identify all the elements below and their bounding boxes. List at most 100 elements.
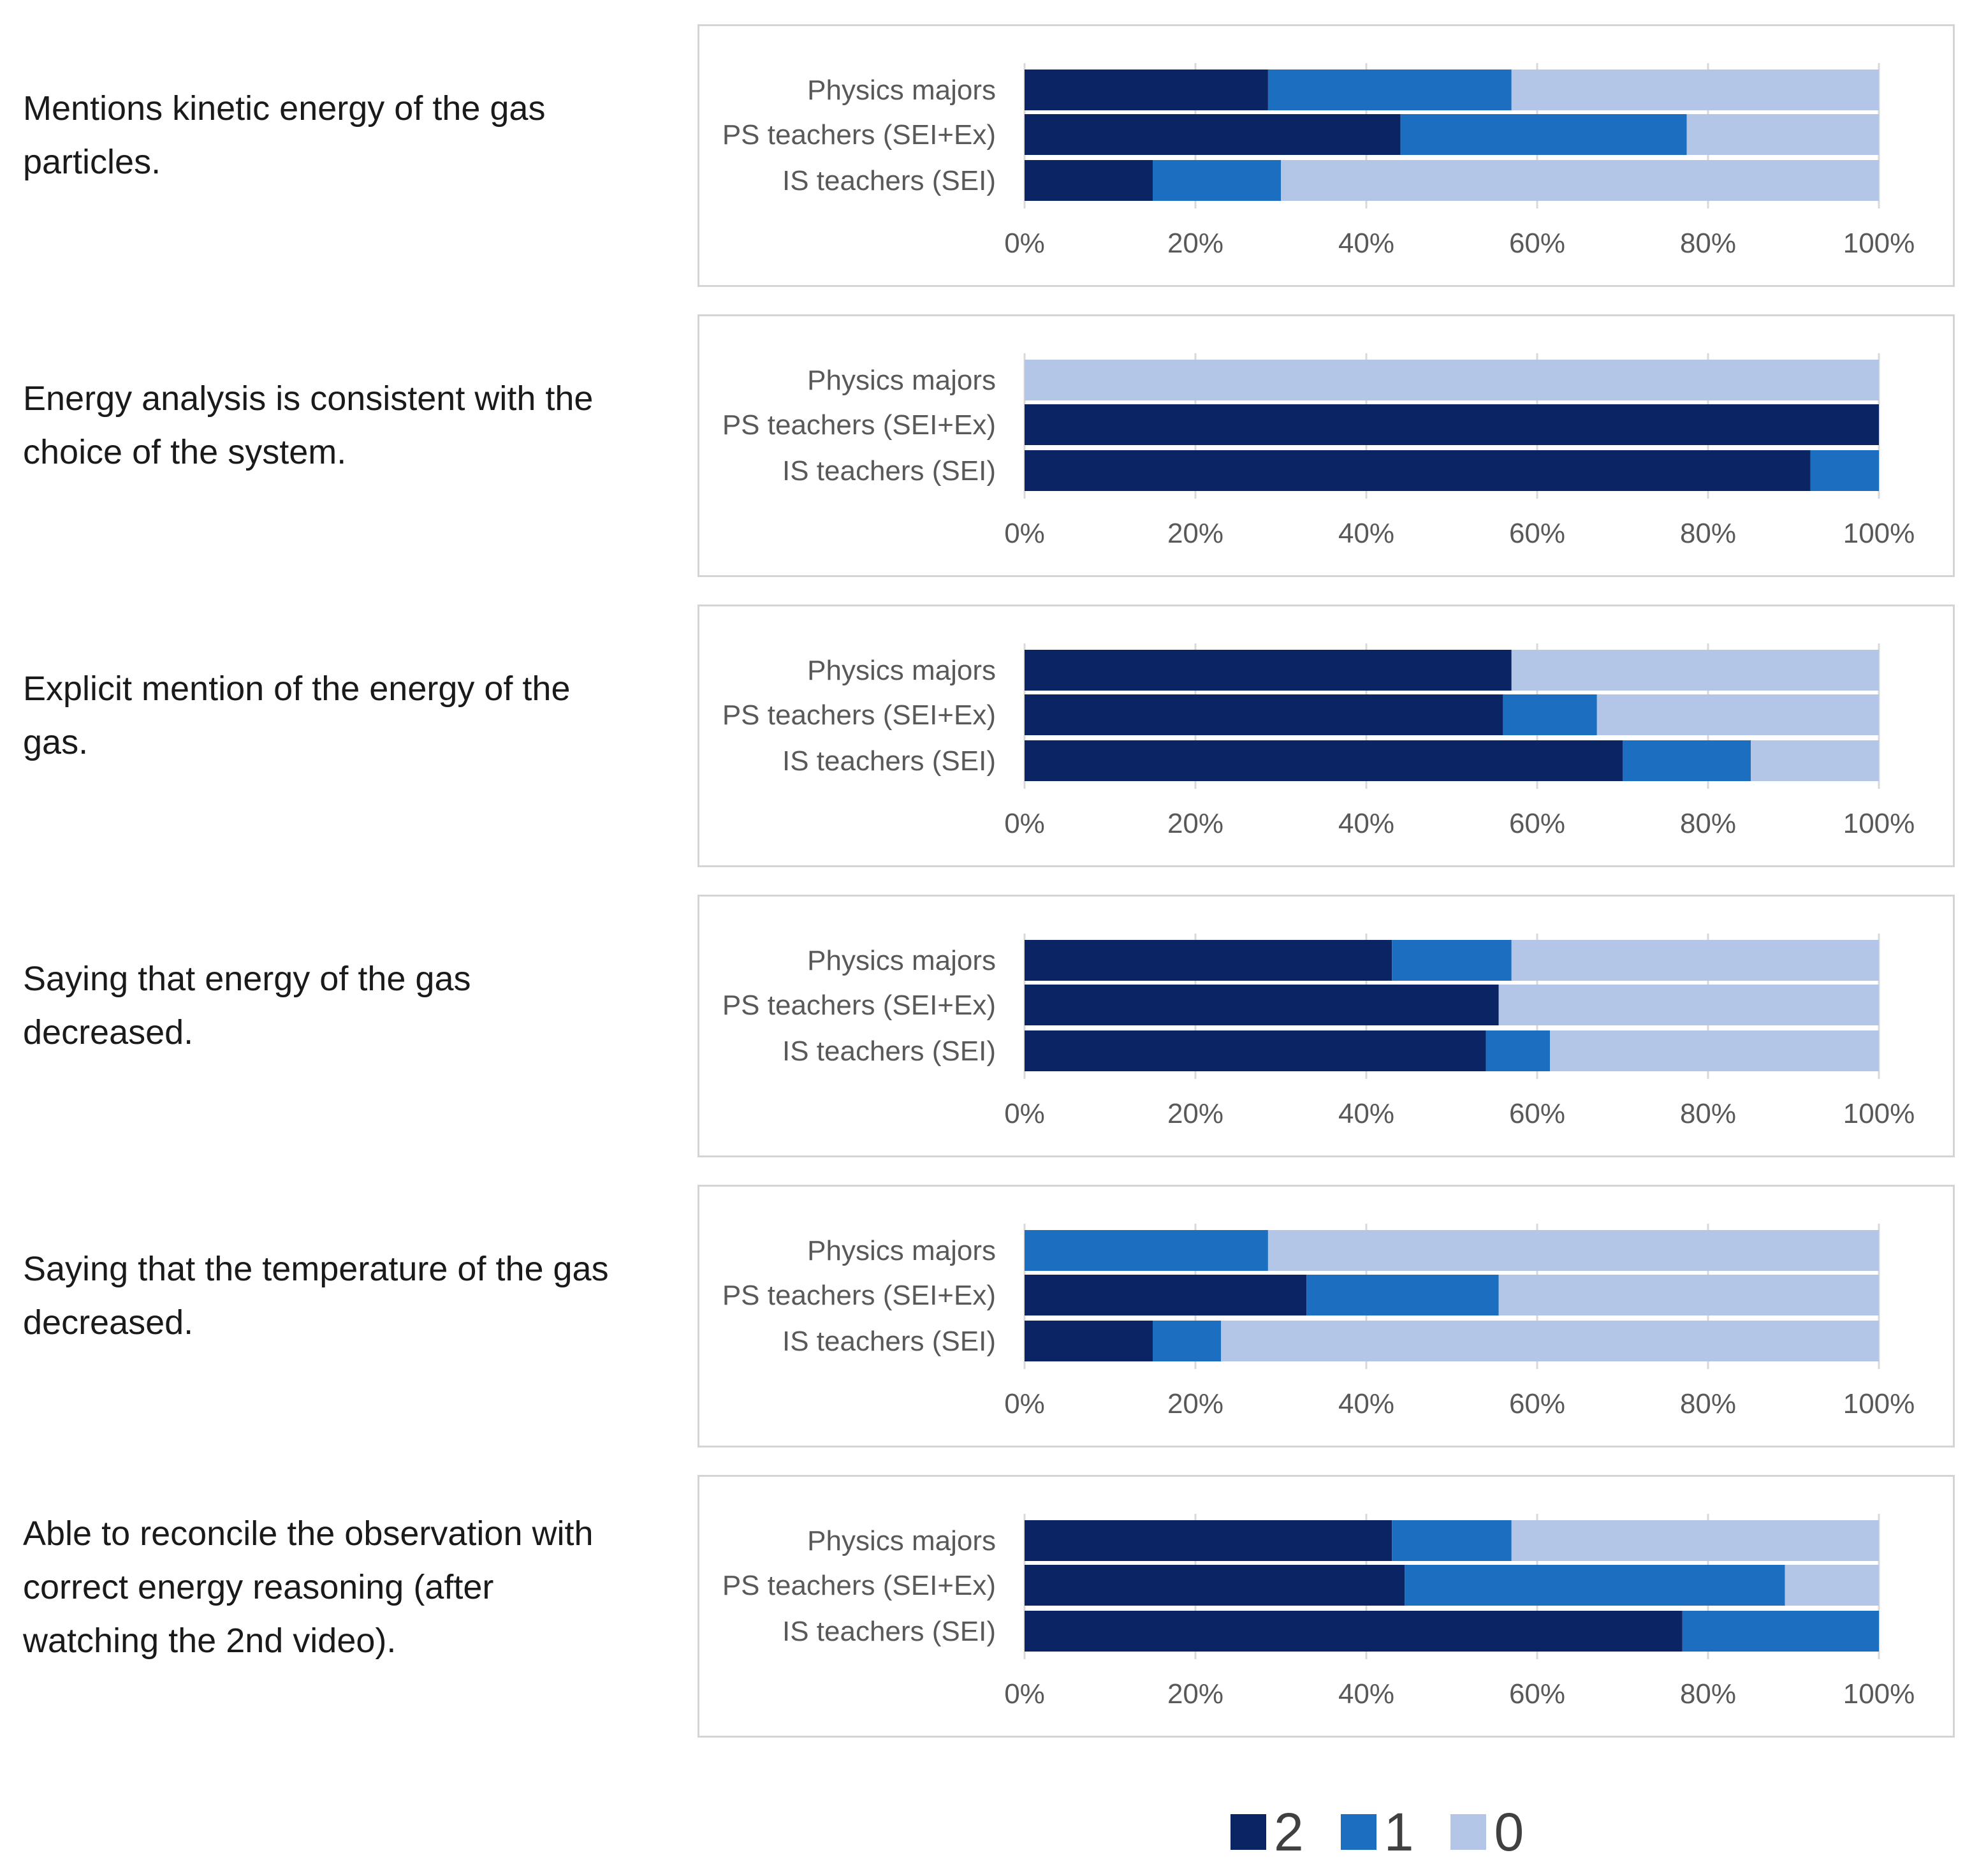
category-label: Physics majors bbox=[807, 655, 996, 686]
bar-segment-1 bbox=[1400, 114, 1687, 155]
chart-svg: Physics majors PS teachers (SEI+Ex) IS tea… bbox=[722, 1514, 1915, 1710]
bar-segment-1 bbox=[1810, 450, 1879, 491]
chart-row: Explicit mention of the energy of the ga… bbox=[0, 605, 1979, 872]
bar-segment-0 bbox=[1511, 940, 1879, 981]
question-label: Explicit mention of the energy of the ga… bbox=[23, 670, 571, 761]
chart-panel: Physics majors PS teachers (SEI+Ex) IS tea… bbox=[697, 314, 1955, 577]
bar-segment-2 bbox=[1025, 1321, 1153, 1361]
bar-segment-1 bbox=[1306, 1275, 1499, 1315]
chart-svg: Physics majors PS teachers (SEI+Ex) IS tea… bbox=[722, 353, 1915, 549]
chart-row: Able to reconcile the observation with c… bbox=[0, 1475, 1979, 1743]
bar-segment-0 bbox=[1281, 160, 1879, 201]
category-label: IS teachers (SEI) bbox=[782, 455, 996, 487]
bar-segment-2 bbox=[1025, 160, 1153, 201]
bar-segment-0 bbox=[1498, 985, 1879, 1025]
chart-svg: Physics majors PS teachers (SEI+Ex) IS tea… bbox=[722, 1224, 1915, 1419]
bar-segment-2 bbox=[1025, 1275, 1307, 1315]
category-label: PS teachers (SEI+Ex) bbox=[722, 1570, 996, 1601]
bar-segment-1 bbox=[1503, 694, 1597, 735]
x-tick-label: 40% bbox=[1338, 808, 1394, 839]
chart-panel: Physics majors PS teachers (SEI+Ex) IS tea… bbox=[697, 895, 1955, 1157]
x-tick-label: 80% bbox=[1680, 518, 1736, 549]
x-tick-label: 20% bbox=[1167, 808, 1223, 839]
category-label: Physics majors bbox=[807, 1235, 996, 1266]
chart-panel: Physics majors PS teachers (SEI+Ex) IS tea… bbox=[697, 1185, 1955, 1447]
bar-segment-1 bbox=[1405, 1565, 1785, 1606]
category-label: Physics majors bbox=[807, 75, 996, 106]
x-tick-label: 60% bbox=[1509, 1678, 1565, 1710]
x-tick-label: 100% bbox=[1843, 1678, 1915, 1710]
bar-segment-2 bbox=[1025, 450, 1811, 491]
x-tick-label: 100% bbox=[1843, 808, 1915, 839]
legend-label-2: 2 bbox=[1274, 1802, 1304, 1862]
legend-item-1: 1 bbox=[1340, 1802, 1414, 1862]
category-label: IS teachers (SEI) bbox=[782, 1616, 996, 1647]
x-tick-label: 40% bbox=[1338, 1678, 1394, 1710]
bar-segment-2 bbox=[1025, 740, 1623, 781]
x-tick-label: 20% bbox=[1167, 1678, 1223, 1710]
x-tick-label: 20% bbox=[1167, 228, 1223, 259]
chart-panel: Physics majors PS teachers (SEI+Ex) IS tea… bbox=[697, 1475, 1955, 1738]
x-tick-label: 80% bbox=[1680, 1388, 1736, 1419]
legend-swatch-0 bbox=[1450, 1814, 1487, 1850]
x-tick-label: 40% bbox=[1338, 518, 1394, 549]
x-tick-label: 40% bbox=[1338, 1098, 1394, 1129]
bar-segment-0 bbox=[1686, 114, 1879, 155]
legend-item-0: 0 bbox=[1450, 1803, 1524, 1861]
question-label: Saying that the temperature of the gas d… bbox=[23, 1250, 609, 1342]
chart-row: Mentions kinetic energy of the gas parti… bbox=[0, 24, 1979, 292]
bar-segment-1 bbox=[1392, 940, 1512, 981]
bar-segment-2 bbox=[1025, 940, 1392, 981]
x-tick-label: 40% bbox=[1338, 228, 1394, 259]
x-tick-label: 80% bbox=[1680, 808, 1736, 839]
bar-segment-0 bbox=[1511, 70, 1879, 110]
bar-segment-0 bbox=[1511, 650, 1879, 691]
chart-svg: Physics majors PS teachers (SEI+Ex) IS tea… bbox=[722, 643, 1915, 839]
chart-svg: Physics majors PS teachers (SEI+Ex) IS tea… bbox=[722, 934, 1915, 1129]
legend: 2 1 0 bbox=[1230, 1803, 1561, 1861]
bar-segment-1 bbox=[1623, 740, 1751, 781]
x-tick-label: 0% bbox=[1004, 518, 1045, 549]
bar-segment-1 bbox=[1392, 1520, 1512, 1561]
bar-segment-2 bbox=[1025, 114, 1401, 155]
bar-segment-2 bbox=[1025, 1611, 1683, 1652]
x-tick-label: 0% bbox=[1004, 1678, 1045, 1710]
legend-swatch-1 bbox=[1340, 1814, 1377, 1850]
bar-segment-2 bbox=[1025, 70, 1268, 110]
category-label: PS teachers (SEI+Ex) bbox=[722, 1280, 996, 1311]
legend-item-2: 2 bbox=[1230, 1803, 1304, 1861]
bar-segment-0 bbox=[1498, 1275, 1879, 1315]
x-tick-label: 40% bbox=[1338, 1388, 1394, 1419]
bar-segment-0 bbox=[1221, 1321, 1879, 1361]
question-label: Able to reconcile the observation with c… bbox=[23, 1514, 594, 1660]
category-label: IS teachers (SEI) bbox=[782, 1326, 996, 1357]
x-tick-label: 100% bbox=[1843, 228, 1915, 259]
bar-segment-0 bbox=[1511, 1520, 1879, 1561]
bar-segment-1 bbox=[1025, 1230, 1268, 1271]
category-label: Physics majors bbox=[807, 365, 996, 396]
category-label: IS teachers (SEI) bbox=[782, 165, 996, 196]
chart-row: Saying that energy of the gas decreased.… bbox=[0, 895, 1979, 1162]
x-tick-label: 80% bbox=[1680, 1098, 1736, 1129]
bar-segment-1 bbox=[1153, 1321, 1222, 1361]
category-label: IS teachers (SEI) bbox=[782, 745, 996, 777]
question-label: Saying that energy of the gas decreased. bbox=[23, 960, 471, 1052]
category-label: PS teachers (SEI+Ex) bbox=[722, 119, 996, 150]
bar-segment-1 bbox=[1267, 70, 1512, 110]
bar-segment-2 bbox=[1025, 404, 1879, 445]
chart-row: Saying that the temperature of the gas d… bbox=[0, 1185, 1979, 1453]
bar-segment-0 bbox=[1025, 360, 1879, 400]
x-tick-label: 20% bbox=[1167, 1098, 1223, 1129]
bar-segment-0 bbox=[1267, 1230, 1879, 1271]
x-tick-label: 0% bbox=[1004, 228, 1045, 259]
bar-segment-0 bbox=[1751, 740, 1879, 781]
x-tick-label: 60% bbox=[1509, 228, 1565, 259]
x-tick-label: 20% bbox=[1167, 1388, 1223, 1419]
chart-panel: Physics majors PS teachers (SEI+Ex) IS tea… bbox=[697, 605, 1955, 867]
category-label: PS teachers (SEI+Ex) bbox=[722, 700, 996, 731]
bar-segment-2 bbox=[1025, 1030, 1486, 1071]
bar-segment-1 bbox=[1153, 160, 1281, 201]
legend-label-1: 1 bbox=[1384, 1802, 1414, 1862]
x-tick-label: 0% bbox=[1004, 1098, 1045, 1129]
